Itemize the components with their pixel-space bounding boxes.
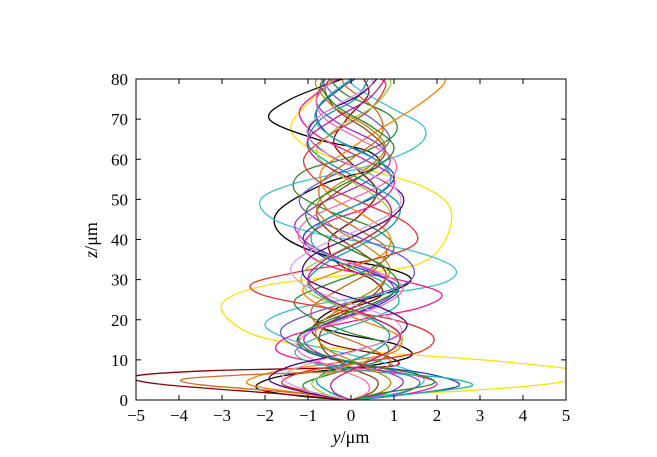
trajectory-line-16	[180, 79, 392, 400]
y-axis-label-unit: /μm	[81, 222, 101, 251]
x-tick-label: 4	[519, 406, 528, 425]
x-tick-label: 2	[433, 406, 442, 425]
y-tick-label: 40	[111, 231, 128, 250]
trajectory-line-17	[294, 79, 474, 400]
y-tick-label: 80	[111, 70, 128, 89]
trajectory-line-11	[315, 79, 387, 400]
x-tick-label: −3	[213, 406, 231, 425]
x-axis-label-var: y	[331, 427, 341, 447]
trajectory-line-14	[300, 79, 404, 400]
trajectory-line-12	[307, 79, 401, 400]
x-tick-label: 0	[347, 406, 356, 425]
y-tick-label: 20	[111, 311, 128, 330]
series-layer	[136, 79, 566, 400]
y-axis-label: z/μm	[81, 222, 101, 259]
x-tick-label: −1	[299, 406, 317, 425]
x-axis-label-unit: /μm	[341, 427, 370, 447]
x-tick-label: −4	[170, 406, 189, 425]
x-tick-label: 1	[390, 406, 399, 425]
x-tick-label: −2	[256, 406, 274, 425]
x-axis-label: y/μm	[331, 427, 370, 447]
x-tick-label: −5	[127, 406, 145, 425]
y-tick-label: 10	[111, 351, 128, 370]
trajectory-line-1	[220, 79, 566, 400]
y-tick-label: 0	[120, 391, 129, 410]
y-tick-label: 60	[111, 150, 128, 169]
y-tick-label: 30	[111, 271, 128, 290]
x-tick-label: 5	[562, 406, 571, 425]
trajectory-line-21	[298, 79, 436, 400]
trajectory-line-3	[136, 79, 400, 400]
trajectory-line-15	[296, 79, 404, 400]
trajectory-line-20	[281, 79, 403, 400]
x-tick-label: 3	[476, 406, 485, 425]
trajectory-line-4	[259, 79, 458, 400]
trajectory-line-5	[274, 79, 443, 400]
trajectory-line-22	[306, 79, 401, 400]
y-tick-label: 70	[111, 110, 128, 129]
y-axis-label-var: z	[81, 251, 101, 259]
trajectory-line-9	[294, 79, 404, 400]
y-tick-label: 50	[111, 190, 128, 209]
